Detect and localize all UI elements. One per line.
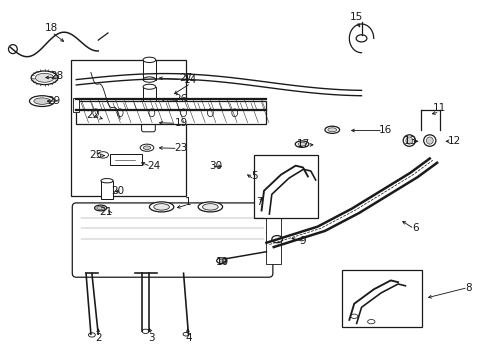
Ellipse shape xyxy=(143,146,150,149)
Ellipse shape xyxy=(149,109,155,117)
Ellipse shape xyxy=(117,109,123,117)
Text: 3: 3 xyxy=(148,333,155,343)
Text: 14: 14 xyxy=(184,75,197,85)
Text: 1: 1 xyxy=(185,197,191,207)
Ellipse shape xyxy=(426,137,432,144)
Ellipse shape xyxy=(92,115,101,123)
Ellipse shape xyxy=(88,333,95,337)
Bar xyxy=(341,270,422,327)
Ellipse shape xyxy=(183,332,188,336)
Ellipse shape xyxy=(325,126,339,134)
FancyBboxPatch shape xyxy=(142,108,155,132)
Text: 21: 21 xyxy=(99,207,112,217)
Text: 15: 15 xyxy=(349,12,363,22)
Text: 17: 17 xyxy=(296,139,309,149)
Ellipse shape xyxy=(31,71,58,85)
FancyBboxPatch shape xyxy=(72,203,272,277)
Text: 11: 11 xyxy=(432,103,445,113)
Text: 19: 19 xyxy=(174,118,187,128)
Ellipse shape xyxy=(198,202,222,212)
Ellipse shape xyxy=(143,102,156,107)
Bar xyxy=(254,155,317,218)
Text: 26: 26 xyxy=(174,94,187,104)
Text: 13: 13 xyxy=(403,136,416,145)
Ellipse shape xyxy=(94,205,106,211)
Ellipse shape xyxy=(154,204,169,210)
Text: 8: 8 xyxy=(465,283,471,293)
Ellipse shape xyxy=(93,109,99,117)
Ellipse shape xyxy=(97,206,104,210)
Ellipse shape xyxy=(423,135,435,146)
Text: 25: 25 xyxy=(89,150,102,160)
Text: 4: 4 xyxy=(185,333,191,343)
Text: 10: 10 xyxy=(216,257,229,267)
Ellipse shape xyxy=(219,259,224,262)
Ellipse shape xyxy=(367,319,374,324)
Text: 30: 30 xyxy=(208,161,222,171)
Ellipse shape xyxy=(231,109,237,117)
Ellipse shape xyxy=(403,135,415,146)
Text: 22: 22 xyxy=(86,111,100,121)
Ellipse shape xyxy=(142,329,149,333)
Ellipse shape xyxy=(149,202,173,212)
Ellipse shape xyxy=(143,57,156,63)
Ellipse shape xyxy=(98,152,108,158)
Ellipse shape xyxy=(405,137,412,144)
Ellipse shape xyxy=(34,98,50,104)
Text: 18: 18 xyxy=(45,23,59,33)
Bar xyxy=(76,101,266,125)
Ellipse shape xyxy=(327,128,336,132)
Ellipse shape xyxy=(180,109,186,117)
Bar xyxy=(101,181,113,199)
Text: 23: 23 xyxy=(174,143,187,153)
Text: 12: 12 xyxy=(447,136,460,145)
Text: 24: 24 xyxy=(147,161,161,171)
Ellipse shape xyxy=(140,144,154,151)
Bar xyxy=(266,214,281,264)
Text: 28: 28 xyxy=(50,71,63,81)
Ellipse shape xyxy=(202,204,218,210)
Bar xyxy=(143,60,156,80)
Bar xyxy=(71,60,185,196)
Text: 6: 6 xyxy=(411,224,418,233)
Ellipse shape xyxy=(35,73,54,82)
Ellipse shape xyxy=(216,258,226,264)
Ellipse shape xyxy=(143,77,156,82)
Text: 2: 2 xyxy=(95,333,102,343)
Ellipse shape xyxy=(29,96,55,107)
Ellipse shape xyxy=(350,314,357,319)
Text: 27: 27 xyxy=(179,73,192,83)
Ellipse shape xyxy=(298,142,305,146)
Bar xyxy=(110,154,142,165)
Ellipse shape xyxy=(143,84,156,89)
Bar xyxy=(73,98,79,112)
Text: 29: 29 xyxy=(48,96,61,106)
Text: 5: 5 xyxy=(250,171,257,181)
Ellipse shape xyxy=(207,109,213,117)
Text: 20: 20 xyxy=(111,186,124,196)
Ellipse shape xyxy=(8,45,17,54)
Ellipse shape xyxy=(101,179,113,183)
Text: 9: 9 xyxy=(299,236,305,246)
Text: 16: 16 xyxy=(379,125,392,135)
Ellipse shape xyxy=(271,235,282,243)
Ellipse shape xyxy=(355,35,366,42)
Bar xyxy=(143,87,156,104)
Text: 7: 7 xyxy=(255,197,262,207)
Ellipse shape xyxy=(295,141,308,147)
